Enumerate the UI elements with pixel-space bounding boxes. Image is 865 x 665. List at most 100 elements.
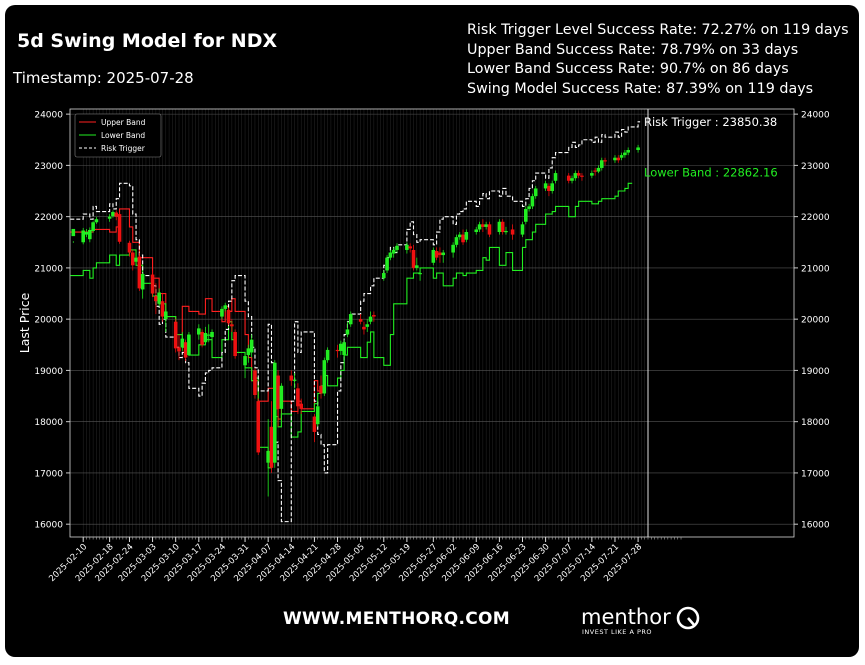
candle-body (464, 232, 469, 240)
chart-frame: 5d Swing Model for NDX Timestamp: 2025-0… (5, 5, 859, 657)
y-tick-label-right: 20000 (801, 316, 830, 326)
candle-body (418, 273, 422, 275)
candle-body (127, 242, 132, 253)
candle-body (431, 249, 436, 263)
candle-body (157, 292, 161, 304)
stat-risk-trigger: Risk Trigger Level Success Rate: 72.27% … (467, 22, 849, 38)
candle-body (362, 326, 366, 330)
candle-body (256, 401, 261, 453)
y-tick-label-right: 21000 (801, 264, 830, 274)
plot-frame (69, 108, 795, 538)
candle-body (200, 331, 204, 345)
candle-body (150, 274, 155, 294)
candle-body (596, 167, 601, 172)
candle-body (520, 224, 525, 235)
candle-body (223, 305, 228, 309)
y-tick-label-right: 23000 (801, 162, 830, 172)
candle-body (289, 375, 294, 381)
candle-body (636, 147, 640, 151)
website-label: WWW.MENTHORQ.COM (283, 609, 511, 629)
y-tick-label: 23000 (34, 162, 63, 172)
candle-body (457, 234, 462, 238)
candle-body (481, 224, 485, 227)
candle-body (497, 221, 502, 233)
candle-body (84, 232, 89, 235)
logo-tagline: INVEST LIKE A PRO (582, 628, 652, 636)
candle-body (266, 450, 270, 463)
candle-body (233, 331, 237, 357)
candle-body (411, 249, 416, 268)
y-tick-label: 22000 (34, 213, 63, 223)
candle-body (230, 324, 234, 327)
candle-body (530, 196, 535, 207)
y-tick-label-right: 24000 (801, 111, 830, 121)
candle-body (543, 183, 548, 189)
candle-body (319, 385, 323, 394)
candle-body (197, 328, 201, 335)
candle-body (415, 265, 419, 268)
candle-body (603, 160, 607, 162)
candle-body (510, 229, 515, 235)
candle-body (173, 321, 178, 349)
candle-body (381, 273, 386, 279)
candle-body (573, 173, 578, 179)
y-tick-label: 19000 (34, 367, 63, 377)
candle-body (580, 175, 584, 177)
timestamp-label: Timestamp: 2025-07-28 (13, 69, 194, 87)
candle-body (339, 343, 343, 351)
y-tick-label: 21000 (34, 264, 63, 274)
candle-body (276, 375, 280, 409)
candle-body (388, 252, 393, 258)
candle-body (477, 224, 482, 230)
candle-body (395, 245, 399, 250)
candle-body (593, 170, 597, 172)
y-tick-label-right: 17000 (801, 469, 830, 479)
candle-body (566, 175, 571, 181)
candle-body (533, 188, 538, 197)
y-tick-label: 20000 (34, 316, 63, 326)
risk-trigger-annotation: Risk Trigger : 23850.38 (644, 115, 777, 129)
candle-body (177, 347, 181, 352)
chart-title: 5d Swing Model for NDX (17, 30, 278, 52)
logo-q-icon (676, 606, 700, 630)
candle-body (547, 185, 551, 192)
candle-body (441, 252, 446, 256)
candle-body (325, 349, 330, 361)
candle-body (345, 329, 350, 335)
candle-body (272, 362, 277, 463)
candle-body (372, 315, 376, 317)
candle-body (619, 155, 624, 158)
candlestick-chart: 16000 16000 17000 17000 18000 18000 19000 19000… (17, 108, 830, 584)
candle-body (206, 334, 211, 336)
candle-body (487, 224, 492, 235)
candle-body (114, 212, 119, 217)
candle-body (385, 257, 389, 271)
candle-body (180, 338, 185, 348)
candle-body (599, 160, 604, 168)
legend-entry: Lower Band (101, 131, 145, 140)
candle-body (484, 224, 488, 227)
stat-lower-band: Lower Band Success Rate: 90.7% on 86 day… (467, 61, 789, 77)
candle-body (312, 416, 317, 432)
candle-body (183, 342, 188, 358)
candle-body (405, 244, 409, 250)
grid-lines (70, 109, 794, 537)
y-tick-label: 17000 (34, 469, 63, 479)
candle-body (358, 319, 363, 322)
candle-body (94, 219, 99, 223)
y-tick-label-right: 22000 (801, 213, 830, 223)
candle-body (590, 173, 594, 176)
candles (71, 144, 640, 497)
candle-body (408, 246, 412, 249)
logo-wordmark: menthor (581, 605, 671, 629)
candle-body (107, 216, 112, 219)
candle-body (81, 230, 86, 243)
candle-body (451, 244, 455, 253)
legend-entry: Risk Trigger (101, 144, 146, 153)
candle-body (203, 332, 208, 343)
candle-body (134, 257, 138, 262)
candle-body (523, 208, 528, 222)
candle-body (461, 234, 465, 243)
lower-band-line (70, 182, 633, 469)
candle-body (163, 311, 168, 320)
